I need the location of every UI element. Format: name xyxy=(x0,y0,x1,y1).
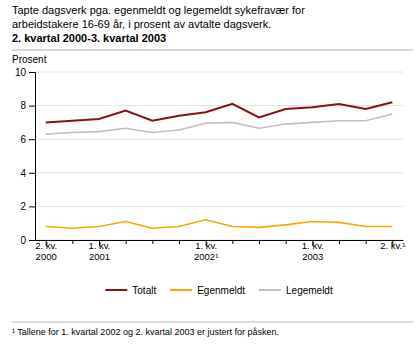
tick-label: 0 xyxy=(20,235,26,246)
grid-line xyxy=(35,206,403,207)
tick xyxy=(126,240,127,244)
tick-label: 2. kv.¹ xyxy=(380,240,405,251)
tick: 6 xyxy=(20,134,35,145)
grid-line xyxy=(35,139,403,140)
tick-label: 4 xyxy=(20,168,26,179)
tick-mark xyxy=(179,240,180,244)
grid-line xyxy=(35,72,403,73)
line xyxy=(46,102,393,122)
legend-swatch xyxy=(105,289,127,291)
axis-line xyxy=(29,73,36,241)
tick-mark xyxy=(29,173,35,174)
tick xyxy=(179,240,180,244)
legend-label: Legemeldt xyxy=(286,285,333,296)
line xyxy=(46,114,393,134)
legend-item: Egenmeldt xyxy=(170,285,245,296)
tick-mark xyxy=(29,106,35,107)
legend-swatch xyxy=(170,289,192,291)
tick-mark xyxy=(259,240,260,244)
tick-label: 1. kv.2002¹ xyxy=(194,240,218,262)
tick-label: 2. kv.2000 xyxy=(35,240,57,262)
tick-mark xyxy=(72,240,73,244)
y-axis: 0 2 4 6 8 10 xyxy=(15,67,36,246)
tick-mark xyxy=(126,240,127,244)
tick: 8 xyxy=(20,100,35,111)
tick: 10 xyxy=(15,67,35,78)
tick-label: 1. kv.2003 xyxy=(302,240,324,262)
tick xyxy=(286,240,287,244)
grid xyxy=(35,72,403,240)
tick-mark xyxy=(366,240,367,244)
footnote: ¹ Tallene for 1. kvartal 2002 og 2. kvar… xyxy=(12,327,279,337)
tick xyxy=(339,240,340,244)
tick-label: 2 xyxy=(20,201,26,212)
tick-mark xyxy=(29,206,35,207)
y-axis-label: Prosent xyxy=(12,54,47,65)
tick-label: 1. kv.2001 xyxy=(89,240,111,262)
legend-swatch xyxy=(259,289,281,291)
legend-label: Totalt xyxy=(132,285,156,296)
tick-mark xyxy=(29,72,35,73)
tick xyxy=(366,240,367,244)
x-axis: 2. kv.2000 1. kv.2001 1. kv.2002¹ 1. kv.200… xyxy=(35,240,405,262)
tick: 0 xyxy=(20,235,35,246)
legend-label: Egenmeldt xyxy=(197,285,245,296)
tick-label: 10 xyxy=(15,67,27,78)
chart: Tapte dagsverk pga. egenmeldt og legemel… xyxy=(0,0,418,346)
legend: Totalt Egenmeldt Legemeldt xyxy=(105,285,333,296)
tick: 4 xyxy=(20,168,35,179)
legend-item: Legemeldt xyxy=(259,285,333,296)
tick xyxy=(152,240,153,244)
tick xyxy=(232,240,233,244)
lines xyxy=(46,102,393,228)
tick-mark xyxy=(339,240,340,244)
tick-mark xyxy=(286,240,287,244)
tick xyxy=(72,240,73,244)
title: Tapte dagsverk pga. egenmeldt og legemel… xyxy=(12,4,305,30)
tick: 1. kv.2002¹ xyxy=(194,240,218,262)
separator xyxy=(12,50,413,51)
legend-item: Totalt xyxy=(105,285,156,296)
tick-mark xyxy=(152,240,153,244)
tick: 2. kv.¹ xyxy=(380,240,405,251)
line xyxy=(46,220,393,228)
tick-label: 6 xyxy=(20,134,26,145)
tick-mark xyxy=(29,139,35,140)
grid-line xyxy=(35,172,403,173)
separator xyxy=(12,322,413,323)
tick: 1. kv.2003 xyxy=(302,240,324,262)
tick-label: 8 xyxy=(20,100,26,111)
tick: 2 xyxy=(20,201,35,212)
subtitle: 2. kvartal 2000-3. kvartal 2003 xyxy=(12,32,166,44)
tick-mark xyxy=(232,240,233,244)
plot: 0 2 4 6 8 10 2. kv.2000 1. kv.2001 1. kv.2002¹ 1.… xyxy=(15,67,406,263)
tick-mark xyxy=(29,240,35,241)
tick: 2. kv.2000 xyxy=(35,240,57,262)
tick: 1. kv.2001 xyxy=(89,240,111,262)
tick xyxy=(259,240,260,244)
